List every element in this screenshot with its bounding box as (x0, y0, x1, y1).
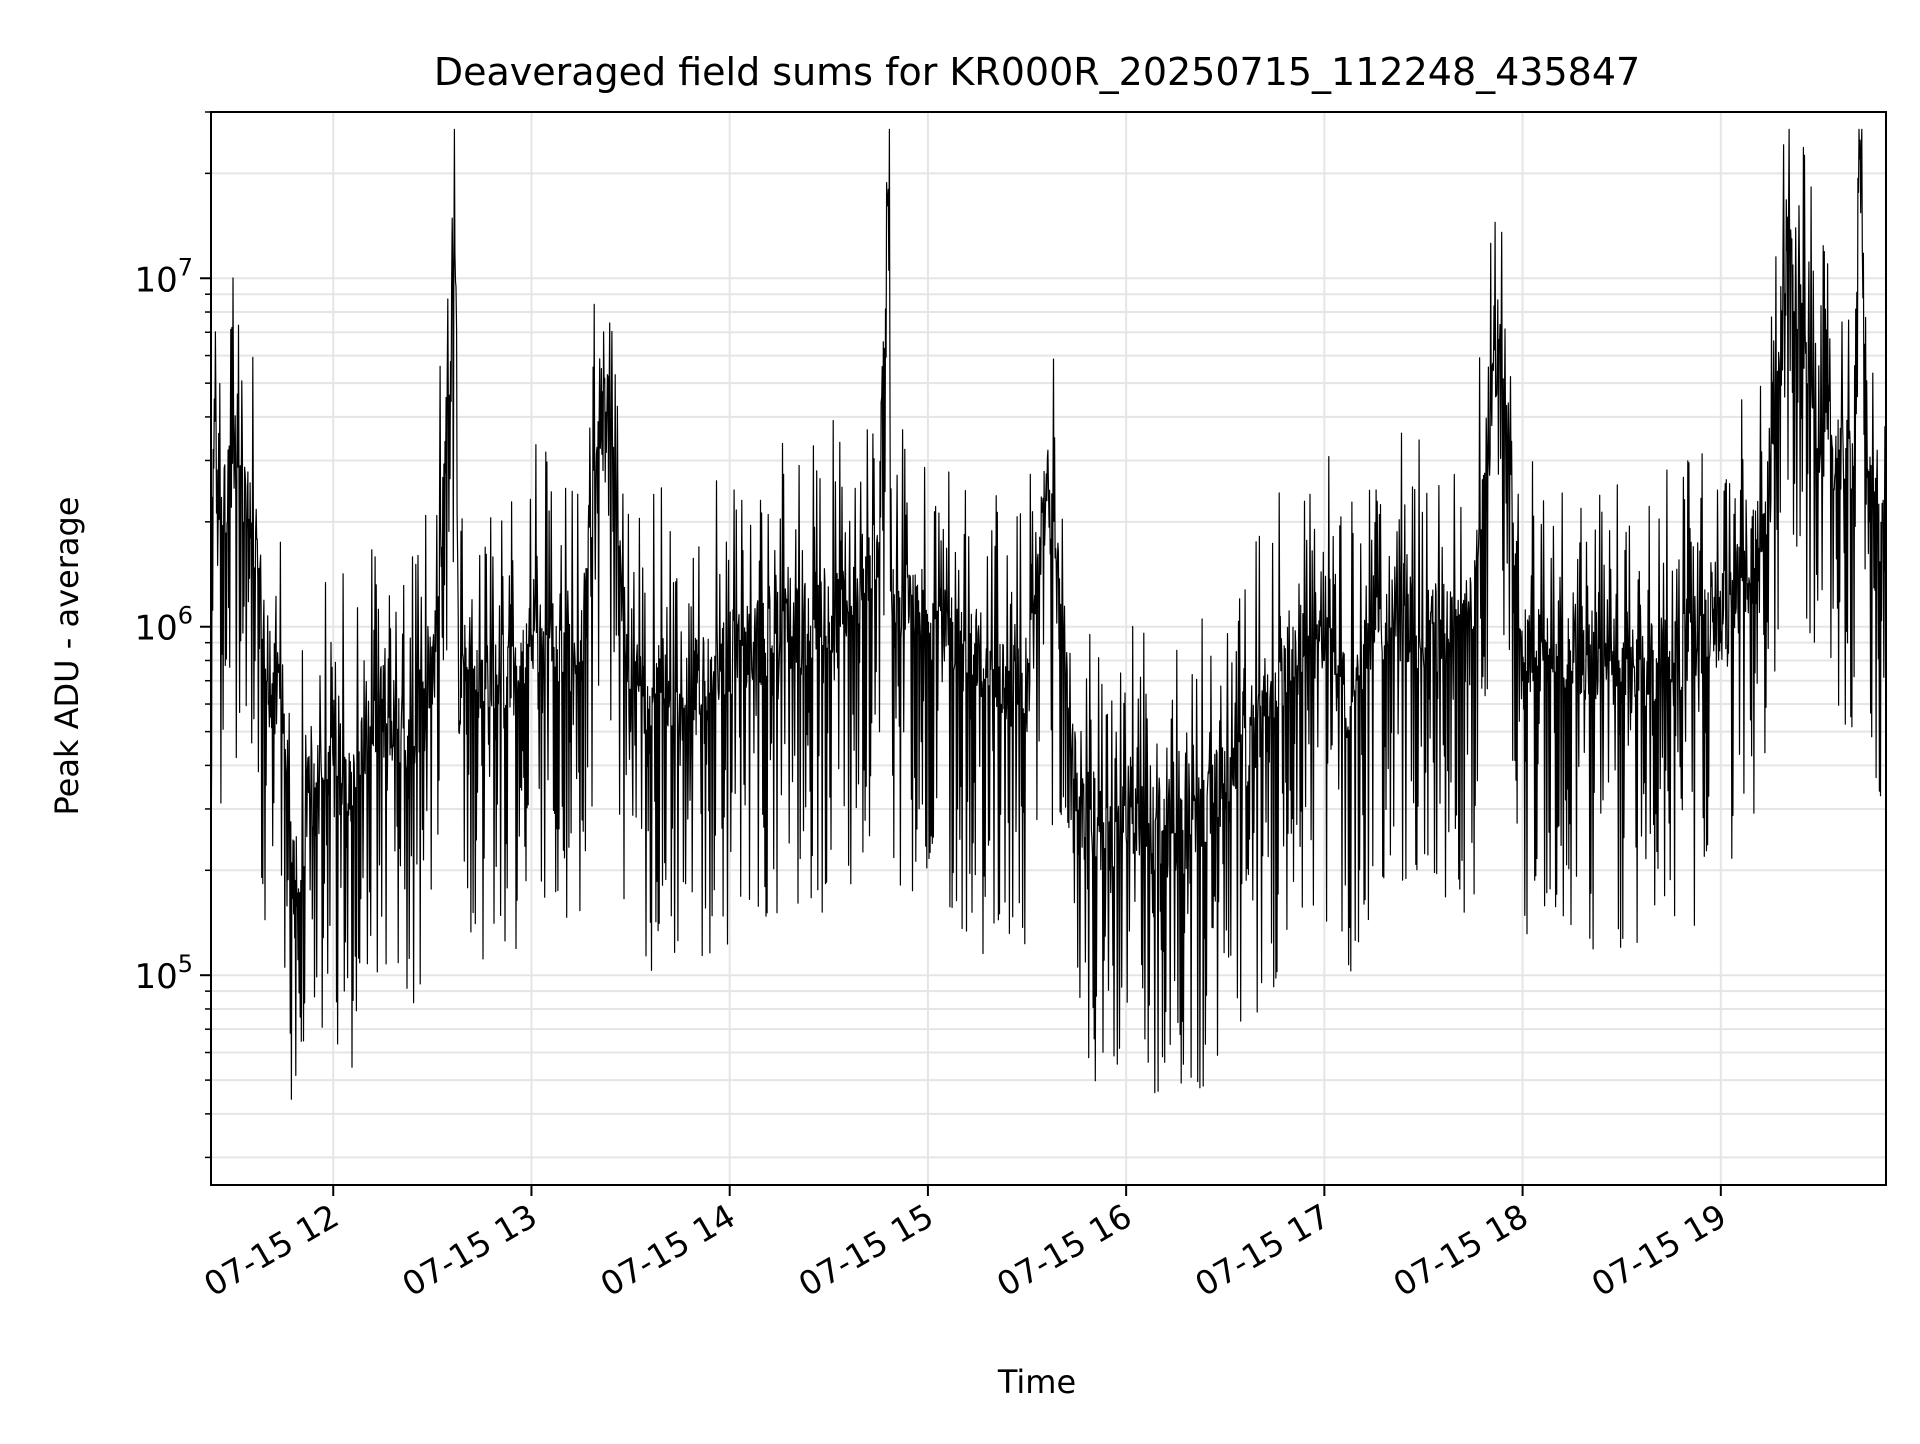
chart-title: Deaveraged field sums for KR000R_2025071… (434, 50, 1640, 94)
y-tick-label: 107 (134, 253, 193, 300)
y-axis-label: Peak ADU - average (48, 497, 86, 816)
plot-frame (210, 111, 1887, 1186)
data-line-series (210, 128, 1887, 1100)
x-axis-label: Time (997, 1363, 1076, 1401)
y-tick-label: 106 (134, 602, 193, 649)
grid-layer (211, 111, 1886, 1185)
series-layer (210, 128, 1887, 1100)
y-tick-label: 105 (134, 950, 193, 997)
